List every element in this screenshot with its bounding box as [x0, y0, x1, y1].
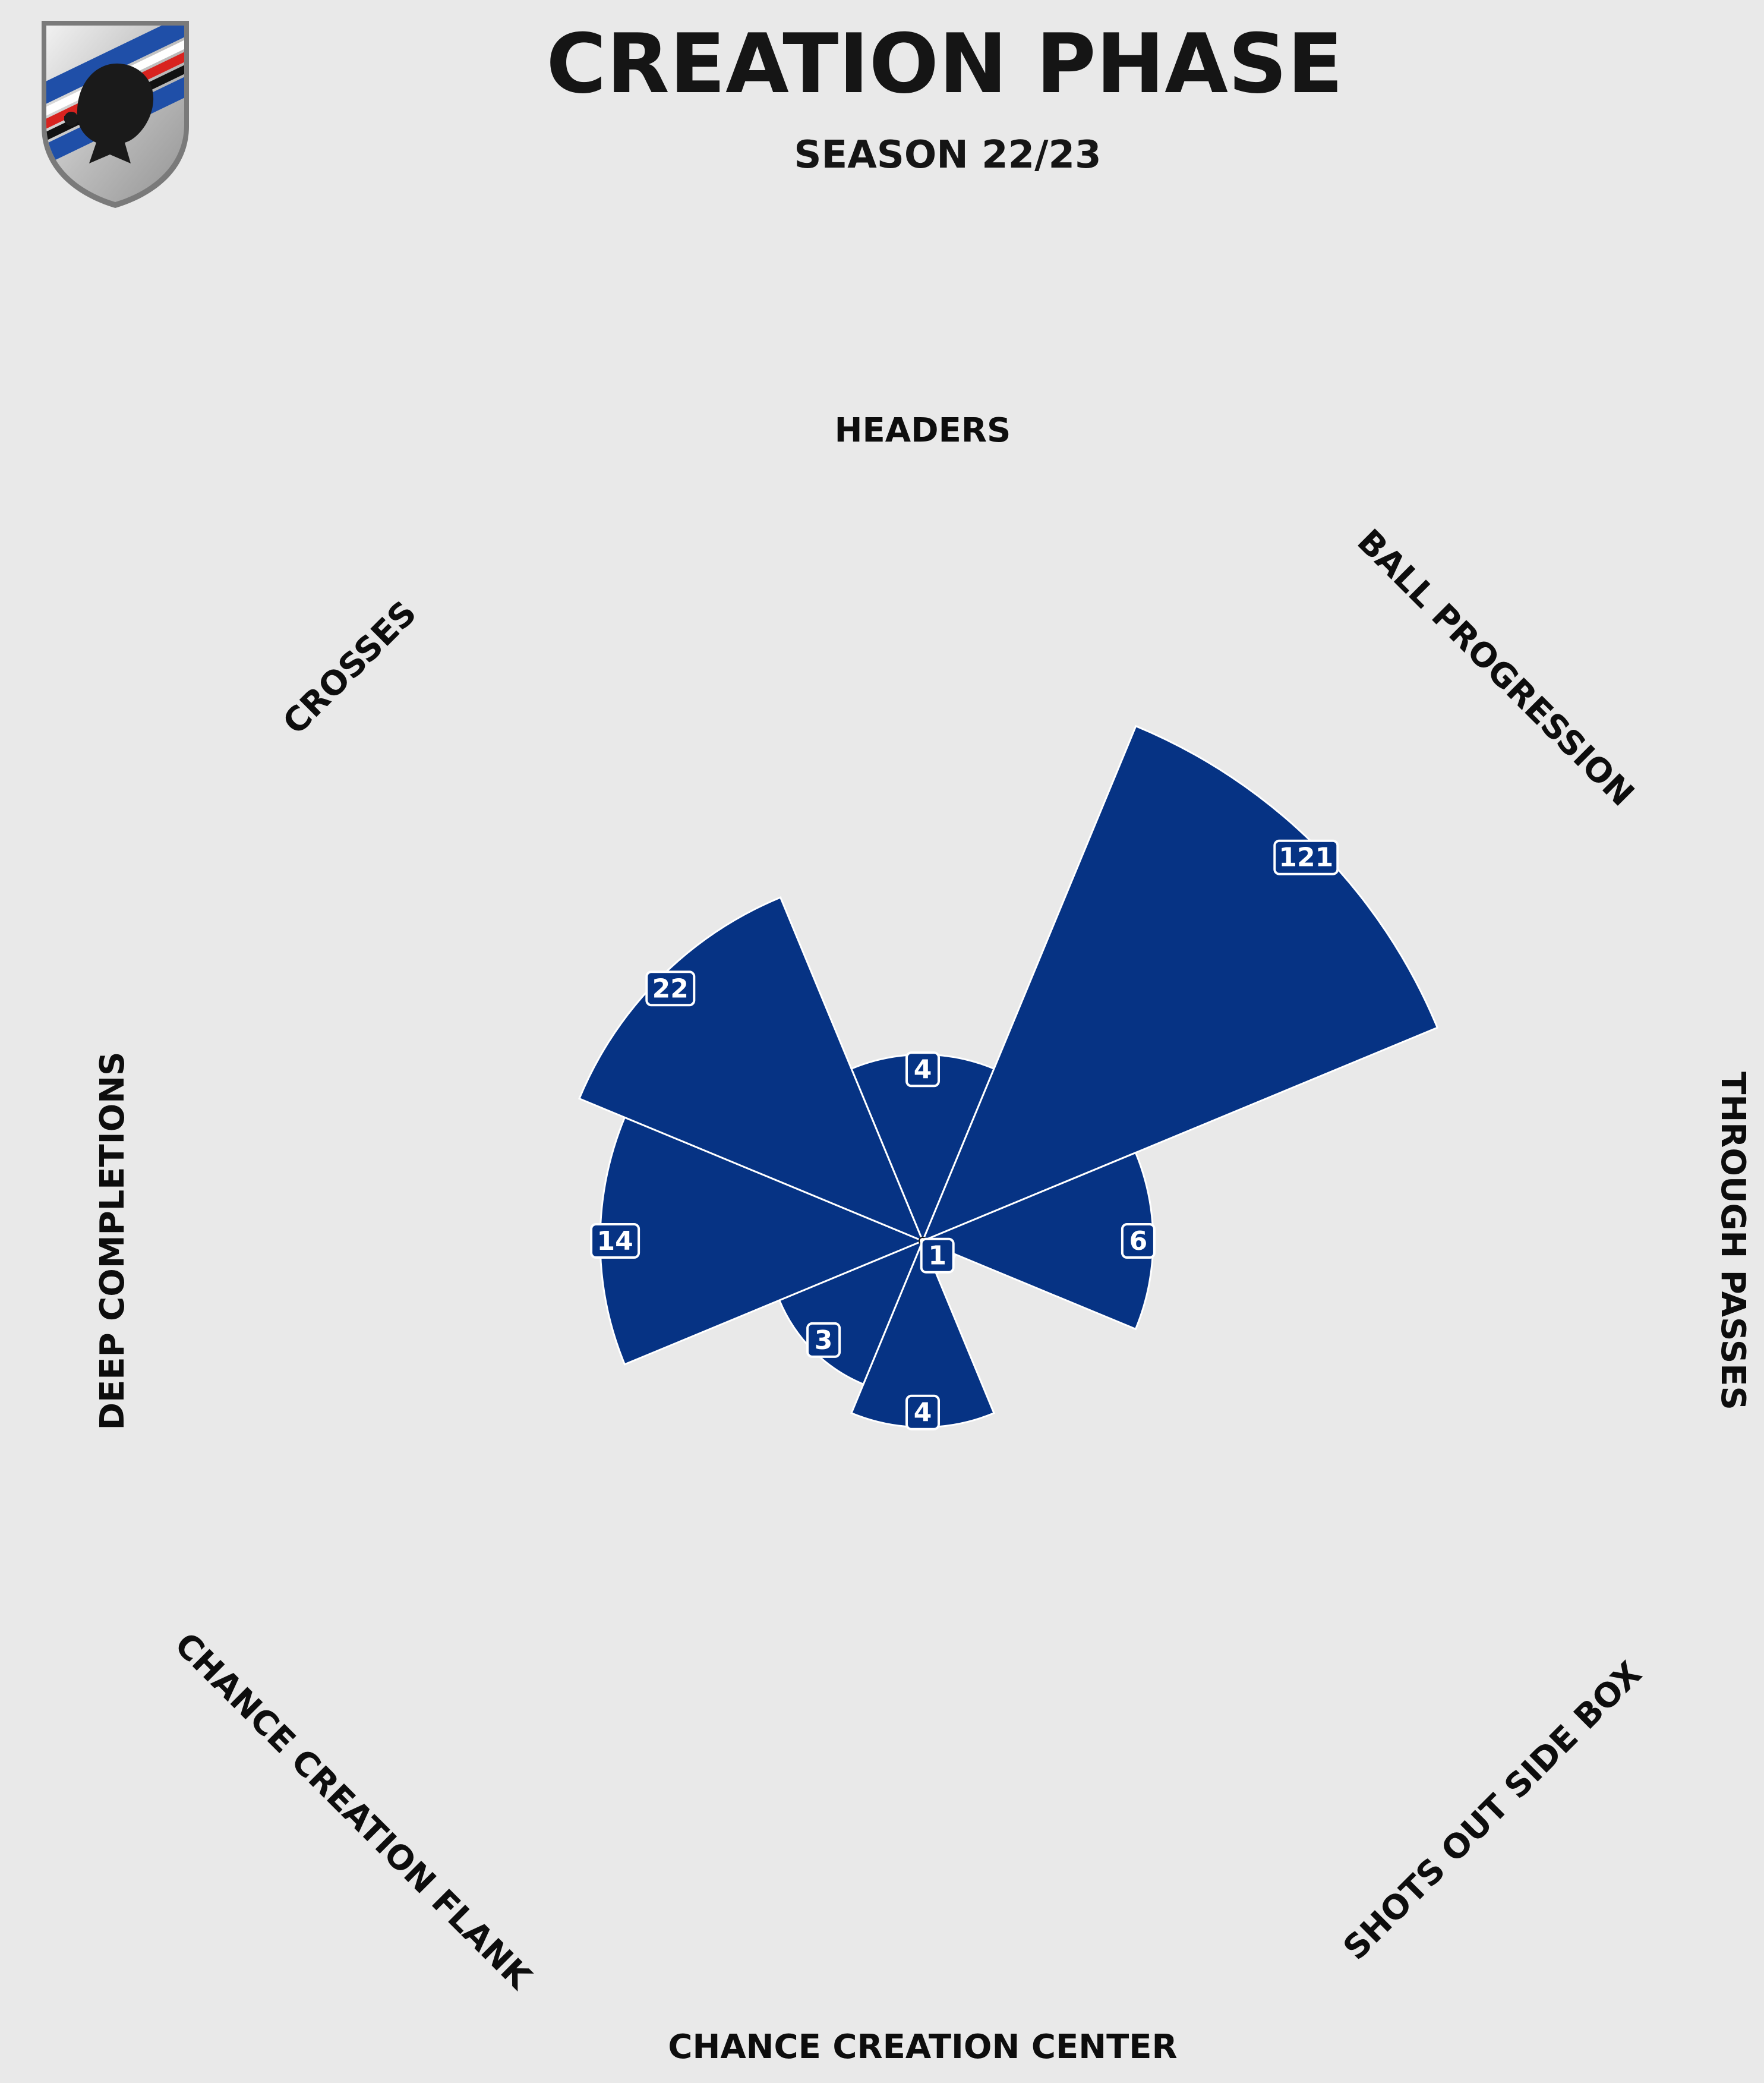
value-label-deep-completions: 14: [590, 1223, 640, 1259]
category-label-ball-progression: BALL PROGRESSION: [1350, 522, 1642, 814]
value-label-text: 121: [1279, 843, 1333, 873]
value-label-text: 14: [597, 1226, 633, 1256]
value-label-text: 22: [652, 973, 689, 1004]
value-label-text: 4: [914, 1398, 932, 1428]
value-label-chance-creation-center: 4: [905, 1394, 940, 1430]
value-label-text: 6: [1129, 1226, 1148, 1256]
sampdoria-crest-icon: [42, 21, 189, 208]
category-label-through-passes: THROUGH PASSES: [1713, 1072, 1752, 1410]
bar-ball-progression: [921, 724, 1439, 1243]
value-label-text: 1: [928, 1241, 946, 1271]
bars-layer: [578, 724, 1439, 1429]
value-label-text: 4: [914, 1054, 932, 1085]
value-label-shots-out-side-box: 1: [920, 1237, 955, 1274]
value-label-crosses: 22: [645, 970, 696, 1007]
value-label-through-passes: 6: [1121, 1223, 1156, 1259]
value-label-ball-progression: 121: [1273, 839, 1339, 875]
value-label-chance-creation-flank: 3: [806, 1322, 841, 1358]
category-label-deep-completions: DEEP COMPLETIONS: [93, 1052, 132, 1430]
category-label-chance-creation-center: CHANCE CREATION CENTER: [668, 2028, 1177, 2066]
chart-subtitle: SEASON 22/23: [794, 133, 1101, 177]
category-label-shots-out-side-box: SHOTS OUT SIDE BOX: [1336, 1655, 1649, 1968]
chart-title: CREATION PHASE: [546, 16, 1343, 112]
value-label-headers: 4: [905, 1051, 940, 1088]
category-label-headers: HEADERS: [835, 411, 1011, 450]
category-label-chance-creation-flank: CHANCE CREATION FLANK: [167, 1625, 539, 1998]
value-label-text: 3: [815, 1325, 833, 1356]
category-label-crosses: CROSSES: [276, 594, 424, 742]
